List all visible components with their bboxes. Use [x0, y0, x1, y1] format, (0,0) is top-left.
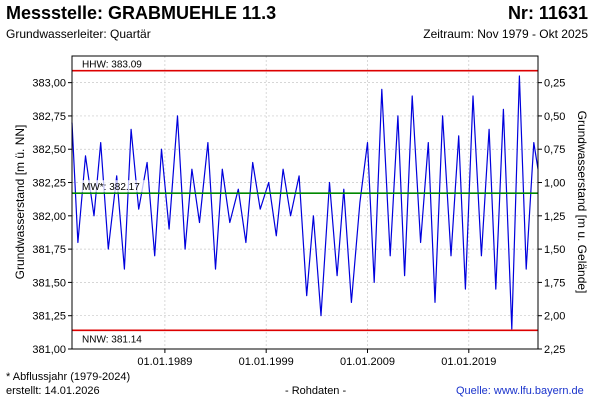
source-link[interactable]: Quelle: www.lfu.bayern.de: [456, 385, 584, 397]
y-axis-label-left: Grundwasserstand [m ü. NN]: [13, 125, 27, 280]
x-tick-label: 01.01.1999: [239, 356, 294, 368]
x-tick-label: 01.01.2019: [441, 356, 496, 368]
reference-label-bg: [80, 57, 149, 70]
created-date: erstellt: 14.01.2026: [6, 385, 100, 397]
y-tick-label-left: 381,25: [32, 311, 66, 323]
x-tick-label: 01.01.1989: [137, 356, 192, 368]
axis-ticks: 383,00 382,75 382,50 382,25 382,00 381,75 381,…: [32, 78, 565, 368]
x-tick-label: 01.01.2009: [340, 356, 395, 368]
reference-label: HHW: 383.09: [82, 60, 142, 71]
reference-label: NNW: 381.14: [82, 334, 142, 345]
y-tick-label-left: 382,00: [32, 211, 66, 223]
reference-label: MW*: 382.17: [82, 182, 140, 193]
page-title: Messstelle: GRABMUEHLE 11.3: [6, 3, 277, 23]
y-tick-label-right: 1,50: [544, 244, 565, 256]
footnote-abflussjahr: * Abflussjahr (1979-2024): [6, 371, 131, 383]
reference-lines: HHW: 383.09 MW*: 382.17 NNW: 381.14: [72, 57, 538, 345]
reference-label-bg: [80, 180, 149, 193]
y-tick-label-left: 382,50: [32, 144, 66, 156]
y-tick-label-left: 381,75: [32, 244, 66, 256]
y-tick-label-right: 2,25: [544, 344, 565, 356]
y-tick-label-right: 0,25: [544, 78, 565, 90]
y-tick-label-right: 1,25: [544, 211, 565, 223]
chart-grid: [72, 56, 538, 350]
raw-data-label: - Rohdaten -: [285, 385, 347, 397]
period-label: Zeitraum: Nov 1979 - Okt 2025: [423, 27, 588, 41]
series-line: [71, 75, 539, 330]
y-tick-label-left: 383,00: [32, 78, 66, 90]
y-tick-label-right: 0,75: [544, 144, 565, 156]
y-tick-label-left: 382,25: [32, 178, 66, 190]
aquifer-label: Grundwasserleiter: Quartär: [6, 27, 151, 41]
y-tick-label-right: 2,00: [544, 311, 565, 323]
reference-label-bg: [80, 332, 149, 345]
chart-series: [71, 75, 539, 330]
y-tick-label-left: 382,75: [32, 111, 66, 123]
station-number: Nr: 11631: [507, 3, 588, 23]
y-tick-label-right: 1,75: [544, 277, 565, 289]
y-tick-label-right: 1,00: [544, 178, 565, 190]
plot-frame: [71, 55, 539, 350]
y-tick-label-right: 0,50: [544, 111, 565, 123]
y-axis-label-right: Grundwasserstand [m u. Gelände]: [575, 111, 589, 294]
y-tick-label-left: 381,50: [32, 277, 66, 289]
y-tick-label-left: 381,00: [32, 344, 66, 356]
